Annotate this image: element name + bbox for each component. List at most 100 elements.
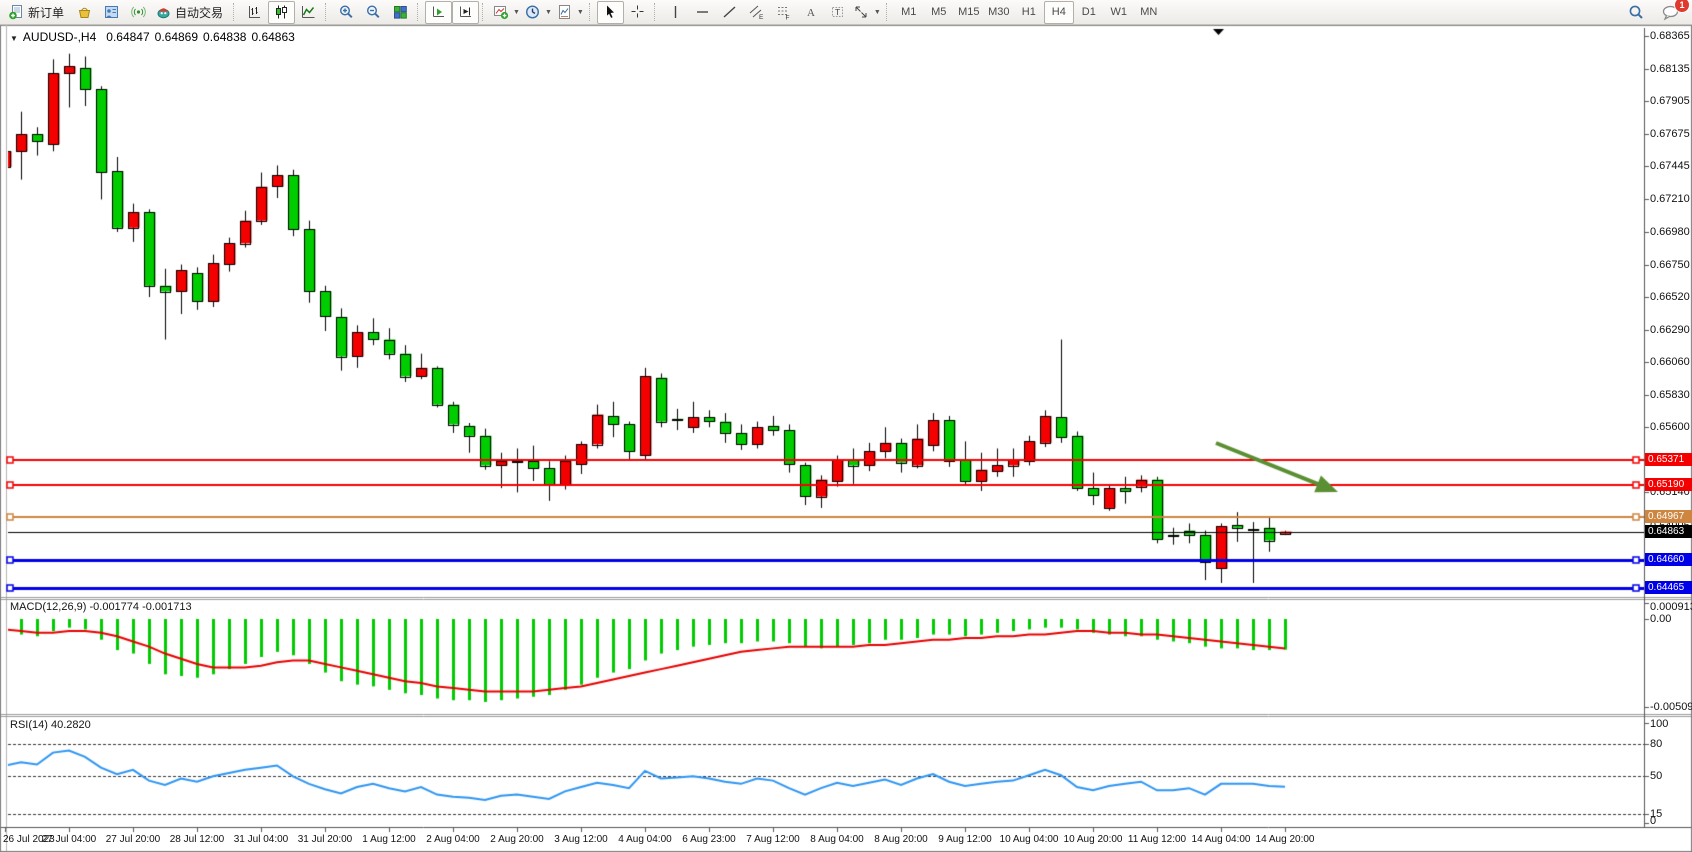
tile-windows-icon <box>392 4 409 20</box>
chart-shift-icon <box>457 4 474 20</box>
text-button[interactable]: A <box>797 1 824 24</box>
zoom-in-icon <box>338 4 355 20</box>
timeframe-button-d1[interactable]: D1 <box>1074 1 1104 24</box>
horizontal-line-icon <box>694 4 711 20</box>
profiles-button[interactable] <box>98 1 125 24</box>
new-order-label: 新订单 <box>28 5 65 20</box>
dropdown-arrow-icon[interactable]: ▼ <box>513 8 520 16</box>
low-value: 0.64838 <box>203 30 247 44</box>
tile-windows-button[interactable] <box>387 1 414 24</box>
open-value: 0.64847 <box>106 30 150 44</box>
svg-text:T: T <box>835 7 840 17</box>
text-label-button[interactable]: T <box>824 1 851 24</box>
candle-chart-button[interactable] <box>268 0 296 24</box>
timeframe-button-h4[interactable]: H4 <box>1043 0 1074 24</box>
chat-button[interactable]: 1 <box>1657 0 1690 24</box>
dropdown-arrow-icon[interactable]: ▼ <box>544 8 552 16</box>
zoom-in-button[interactable] <box>333 1 360 24</box>
timeframe-label: D1 <box>1081 6 1096 18</box>
horizontal-line-button[interactable] <box>689 1 716 24</box>
periods-button[interactable]: ▼ <box>522 1 554 24</box>
trendline-button[interactable] <box>716 1 743 24</box>
high-value: 0.64869 <box>154 30 199 44</box>
new-order-button[interactable]: 新订单 <box>5 1 71 24</box>
timeframe-button-m5[interactable]: M5 <box>924 1 954 24</box>
auto-scroll-icon <box>430 4 447 20</box>
cursor-icon <box>602 4 619 20</box>
crosshair-button[interactable] <box>624 1 651 24</box>
rsi-value: 40.2820 <box>50 719 91 731</box>
timeframe-button-w1[interactable]: W1 <box>1104 1 1134 24</box>
crosshair-icon <box>629 4 646 20</box>
autotrading-icon <box>155 4 172 20</box>
timeframe-button-m30[interactable]: M30 <box>984 1 1014 24</box>
macd-title: MACD(12,26,9) <box>10 601 87 613</box>
style-bucket-icon <box>76 4 93 20</box>
timeframe-label: M5 <box>931 6 947 18</box>
search-button[interactable] <box>1622 1 1649 24</box>
arrows-button[interactable]: ▼ <box>851 1 883 24</box>
rsi-title: RSI(14) <box>10 719 48 731</box>
close-value: 0.64863 <box>251 30 295 44</box>
profiles-icon <box>103 4 120 20</box>
toolbar-right-group: 1 <box>1622 0 1690 24</box>
templates-icon <box>556 4 573 20</box>
signal-icon <box>130 4 147 20</box>
new-order-icon <box>8 4 25 20</box>
fibonacci-button[interactable]: F <box>770 1 797 24</box>
search-icon <box>1627 4 1645 21</box>
timeframe-label: M30 <box>988 6 1010 18</box>
auto-scroll-button[interactable] <box>425 0 453 24</box>
templates-button[interactable]: ▼ <box>554 1 586 24</box>
line-chart-icon <box>300 4 317 20</box>
dropdown-arrow-icon[interactable]: ▼ <box>576 8 584 16</box>
zoom-out-button[interactable] <box>360 1 387 24</box>
autotrading-button[interactable]: 自动交易 <box>152 1 230 24</box>
macd-indicator-label: MACD(12,26,9) -0.001774 -0.001713 <box>10 601 192 613</box>
toolbar-separator <box>325 3 330 21</box>
dropdown-arrow-icon[interactable]: ▼ <box>873 8 881 16</box>
timeframe-button-h1[interactable]: H1 <box>1014 1 1044 24</box>
toolbar-separator <box>588 3 594 21</box>
symbol-info-bar: ▼ AUDUSD-,H4 0.64847 0.64869 0.64838 0.64863 <box>10 30 300 44</box>
indicators-icon <box>492 4 509 20</box>
vertical-line-icon <box>667 4 684 20</box>
one-click-collapse-icon[interactable]: ▼ <box>10 34 18 43</box>
signal-button[interactable] <box>125 1 152 24</box>
indicators-button[interactable]: ▼ <box>490 1 522 24</box>
text-label-icon: T <box>829 4 846 20</box>
bar-chart-button[interactable] <box>241 1 268 24</box>
timeframe-button-m1[interactable]: M1 <box>894 1 924 24</box>
fibonacci-icon: F <box>775 4 792 20</box>
trendline-icon <box>721 4 738 20</box>
macd-main-value: -0.001774 <box>89 601 140 613</box>
chart-shift-button[interactable] <box>452 0 480 24</box>
line-chart-button[interactable] <box>295 1 322 24</box>
timeframe-label: H1 <box>1021 6 1036 18</box>
timeframe-button-m15[interactable]: M15 <box>954 1 984 24</box>
macd-signal-value: -0.001713 <box>142 601 192 613</box>
timeframe-label: MN <box>1140 6 1158 18</box>
timeframe-label: H4 <box>1051 6 1066 18</box>
timeframe-button-mn[interactable]: MN <box>1134 1 1164 24</box>
candle-chart-icon <box>273 4 290 20</box>
toolbar-separator <box>417 3 422 21</box>
timeframe-label: W1 <box>1110 6 1128 18</box>
svg-text:F: F <box>785 15 789 21</box>
zoom-out-icon <box>365 4 382 20</box>
symbol-timeframe-label: AUDUSD-,H4 <box>22 30 97 44</box>
timeframe-label: M1 <box>901 6 917 18</box>
chat-icon <box>1661 4 1681 21</box>
timeframe-label: M15 <box>958 6 980 18</box>
style-bucket-button[interactable] <box>71 1 98 24</box>
notification-badge: 1 <box>1674 0 1690 13</box>
main-toolbar: 新订单 自动交易 ▼ ▼ ▼ E F A T ▼ M1 M5 M15 M30 H1 H4 D1 W1 MN 1 <box>0 0 1692 25</box>
equidistant-channel-button[interactable]: E <box>743 1 770 24</box>
vertical-line-button[interactable] <box>662 1 689 24</box>
cursor-button[interactable] <box>596 0 624 24</box>
autotrading-label: 自动交易 <box>175 5 224 20</box>
toolbar-separator <box>482 3 487 21</box>
equidistant-channel-icon: E <box>748 4 765 20</box>
bar-chart-icon <box>246 4 263 20</box>
